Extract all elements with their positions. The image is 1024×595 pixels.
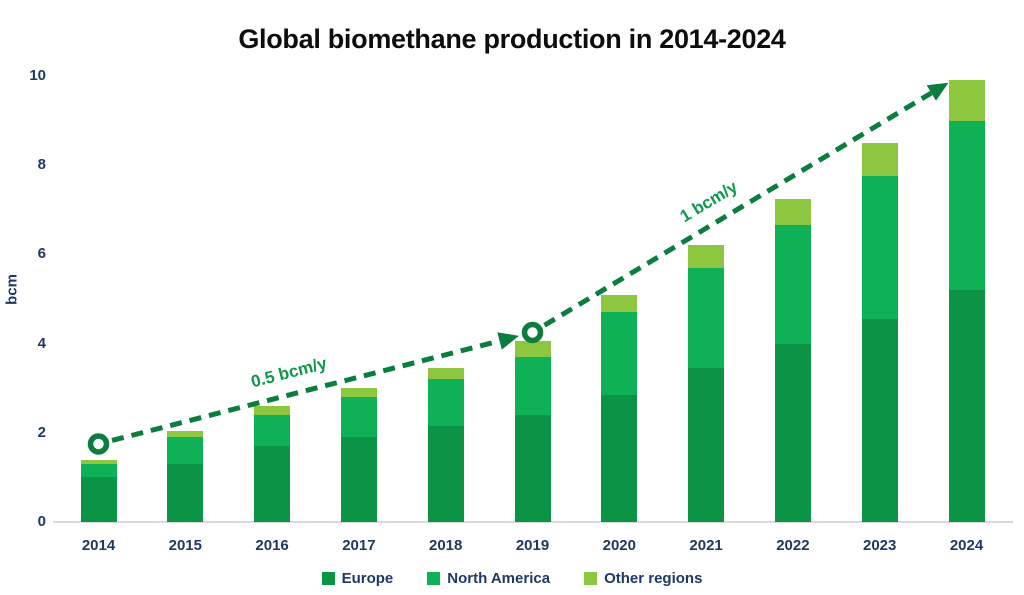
legend-swatch-other-regions	[584, 572, 598, 585]
y-tick-2: 2	[37, 423, 46, 441]
y-tick-8: 8	[37, 156, 46, 174]
x-tick-2022: 2022	[776, 537, 810, 554]
bar-2015-other-regions	[167, 430, 204, 438]
bar-2018-europe	[427, 426, 464, 522]
bar-2018-north-america	[427, 379, 464, 427]
bar-2015-europe	[167, 464, 204, 522]
chart-title: Global biomethane production in 2014-202…	[238, 24, 786, 54]
bar-2019-other-regions	[514, 341, 551, 357]
bar-2021-north-america	[688, 267, 725, 369]
bar-2020-europe	[601, 394, 638, 522]
y-axis-label: bcm	[3, 274, 21, 305]
y-tick-10: 10	[29, 67, 46, 84]
bar-2023-europe	[861, 319, 898, 522]
bar-2024-europe	[948, 290, 985, 522]
bar-2020-north-america	[601, 312, 638, 395]
bar-2016-europe	[254, 446, 291, 522]
bar-2021-europe	[688, 368, 725, 522]
x-tick-2019: 2019	[515, 537, 550, 554]
x-tick-2014: 2014	[81, 537, 116, 554]
bar-2019-north-america	[514, 356, 551, 415]
y-tick-0: 0	[37, 513, 46, 530]
y-tick-6: 6	[37, 245, 46, 263]
bar-2022-europe	[774, 343, 811, 522]
legend-label: Europe	[341, 570, 394, 587]
x-tick-2016: 2016	[255, 537, 289, 554]
legend-label: Other regions	[604, 570, 703, 587]
bar-2015-north-america	[167, 437, 204, 464]
bar-2014-europe	[80, 477, 117, 522]
bar-2020-other-regions	[601, 294, 638, 313]
bar-2017-other-regions	[340, 388, 377, 398]
bar-2017-europe	[340, 437, 377, 522]
bar-2014-other-regions	[80, 459, 117, 464]
x-tick-2020: 2020	[602, 537, 636, 554]
legend-swatch-north-america	[427, 572, 441, 585]
bar-2022-other-regions	[774, 198, 811, 226]
plot-area	[55, 76, 1011, 522]
bar-2018-other-regions	[427, 368, 464, 380]
bar-2024-north-america	[948, 120, 985, 291]
x-tick-2018: 2018	[429, 537, 463, 554]
bar-2014-north-america	[80, 464, 117, 478]
legend: Europe North America Other regions	[0, 570, 1024, 587]
x-tick-2015: 2015	[168, 537, 202, 554]
bar-2019-europe	[514, 414, 551, 522]
bar-2016-north-america	[254, 414, 291, 447]
bar-2022-north-america	[774, 225, 811, 344]
bar-2021-other-regions	[688, 245, 725, 268]
legend-item-north-america: North America	[427, 570, 550, 587]
legend-item-europe: Europe	[321, 570, 394, 587]
bar-2017-north-america	[340, 397, 377, 438]
y-tick-4: 4	[37, 334, 46, 352]
bar-2023-other-regions	[861, 142, 898, 177]
x-tick-2017: 2017	[342, 537, 376, 554]
x-tick-2024: 2024	[949, 537, 984, 554]
bar-2016-other-regions	[254, 406, 291, 415]
legend-label: North America	[447, 570, 551, 587]
bar-2024-other-regions	[948, 80, 985, 121]
x-tick-2023: 2023	[863, 537, 897, 554]
bar-2023-north-america	[861, 176, 898, 320]
x-axis-line	[53, 521, 1013, 523]
x-tick-2021: 2021	[689, 537, 723, 554]
legend-item-other-regions: Other regions	[584, 570, 702, 587]
legend-swatch-europe	[321, 572, 335, 585]
